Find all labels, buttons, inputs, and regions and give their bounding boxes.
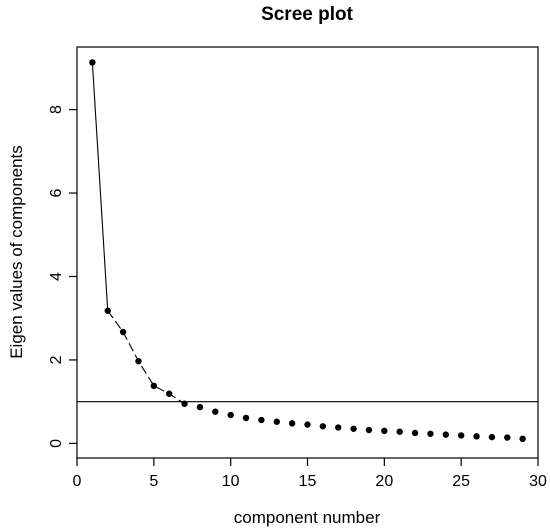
plot-frame bbox=[76, 46, 539, 459]
y-axis-label: Eigen values of components bbox=[7, 145, 26, 359]
x-tick-label: 15 bbox=[299, 473, 317, 490]
data-point bbox=[350, 425, 357, 432]
data-point bbox=[473, 433, 480, 440]
x-tick-label: 0 bbox=[73, 473, 82, 490]
data-point bbox=[504, 434, 511, 441]
data-point bbox=[457, 432, 465, 439]
x-tick-label: 20 bbox=[375, 473, 393, 490]
y-tick-label: 6 bbox=[48, 188, 65, 197]
data-point bbox=[365, 426, 373, 434]
data-point bbox=[181, 400, 188, 407]
data-point bbox=[135, 357, 142, 365]
data-point bbox=[119, 328, 127, 336]
data-point bbox=[227, 411, 234, 419]
series-points bbox=[89, 59, 526, 443]
data-point bbox=[519, 435, 526, 443]
y-tick-label: 2 bbox=[48, 355, 65, 364]
data-point bbox=[196, 403, 204, 411]
data-point bbox=[396, 428, 403, 435]
data-point bbox=[288, 420, 296, 427]
data-point bbox=[242, 414, 250, 422]
y-tick-label: 8 bbox=[48, 105, 65, 114]
x-axis: 0 5 10 15 20 25 30 bbox=[73, 458, 547, 490]
data-point bbox=[166, 390, 173, 397]
data-point bbox=[335, 424, 342, 431]
data-point bbox=[273, 418, 280, 425]
x-tick-label: 5 bbox=[149, 473, 158, 490]
data-point bbox=[319, 423, 327, 430]
data-point bbox=[89, 59, 96, 66]
x-axis-label: component number bbox=[234, 508, 381, 527]
data-point bbox=[212, 408, 219, 415]
data-point bbox=[427, 430, 434, 437]
series-line-solid bbox=[91, 62, 109, 311]
data-point bbox=[381, 427, 388, 435]
data-point bbox=[304, 421, 311, 428]
data-point bbox=[150, 382, 158, 390]
data-point bbox=[258, 416, 265, 424]
series-line-dashed bbox=[107, 310, 185, 405]
x-tick-label: 25 bbox=[452, 473, 470, 490]
x-tick-label: 10 bbox=[222, 473, 240, 490]
data-point bbox=[411, 429, 419, 437]
data-point bbox=[442, 431, 449, 438]
data-point bbox=[104, 307, 111, 314]
y-tick-label: 4 bbox=[48, 272, 65, 281]
y-axis: 0 2 4 6 8 bbox=[48, 105, 77, 448]
data-point bbox=[488, 433, 496, 441]
y-tick-label: 0 bbox=[48, 439, 65, 448]
x-tick-label: 30 bbox=[529, 473, 547, 490]
chart-title: Scree plot bbox=[261, 4, 354, 25]
